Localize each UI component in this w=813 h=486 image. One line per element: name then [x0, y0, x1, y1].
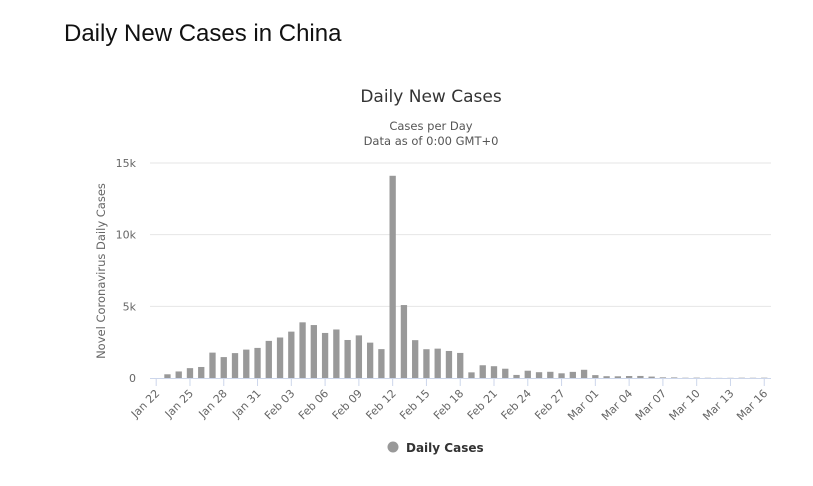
bar[interactable] [299, 322, 306, 378]
bar[interactable] [648, 376, 655, 378]
bar[interactable] [558, 373, 565, 378]
x-tick-label: Mar 01 [565, 387, 601, 423]
x-tick-label: Feb 03 [262, 387, 297, 422]
x-tick-label: Mar 13 [700, 387, 736, 423]
bar[interactable] [524, 370, 531, 378]
bar[interactable] [164, 374, 171, 378]
x-tick-label: Feb 06 [296, 387, 331, 422]
x-tick-label: Jan 31 [229, 387, 263, 421]
bar[interactable] [175, 371, 182, 378]
bar[interactable] [457, 352, 464, 378]
bar[interactable] [378, 349, 385, 378]
bar[interactable] [333, 329, 340, 378]
bar[interactable] [389, 175, 396, 378]
legend[interactable]: Daily Cases [387, 441, 484, 455]
bar[interactable] [637, 375, 644, 378]
bar[interactable] [468, 372, 475, 378]
x-tick-label: Jan 22 [128, 387, 162, 421]
x-tick-label: Feb 18 [431, 387, 466, 422]
chart-subtitle-line: Data as of 0:00 GMT+0 [364, 134, 499, 148]
x-tick-label: Feb 27 [532, 387, 567, 422]
bar-series [164, 175, 768, 378]
bar[interactable] [400, 305, 408, 378]
x-tick-label: Feb 15 [397, 387, 432, 422]
bar[interactable] [479, 365, 486, 378]
bar[interactable] [434, 348, 441, 378]
bar[interactable] [412, 340, 419, 378]
page-heading: Daily New Cases in China [64, 20, 342, 47]
y-tick-label: 15k [116, 157, 137, 170]
grid [150, 162, 771, 307]
bar[interactable] [535, 372, 543, 378]
bar[interactable] [198, 366, 205, 378]
x-tick-label: Mar 07 [633, 387, 669, 423]
y-axis-label: Novel Coronavirus Daily Cases [94, 183, 108, 359]
bar[interactable] [276, 337, 284, 378]
bar[interactable] [569, 371, 576, 378]
bar[interactable] [580, 369, 588, 378]
x-tick-label: Mar 10 [667, 387, 703, 423]
bar[interactable] [513, 374, 520, 378]
bar[interactable] [625, 376, 633, 378]
x-tick-label: Jan 25 [162, 387, 196, 421]
x-tick-label: Mar 04 [599, 387, 635, 423]
chart-title: Daily New Cases [360, 87, 502, 107]
x-tick-label: Feb 09 [330, 387, 365, 422]
bar[interactable] [265, 340, 272, 378]
bar[interactable] [220, 357, 227, 378]
legend-label: Daily Cases [406, 441, 484, 455]
x-tick-label: Feb 12 [363, 387, 398, 422]
bar[interactable] [310, 325, 317, 378]
bar[interactable] [592, 375, 599, 378]
bar[interactable] [502, 368, 509, 378]
bar[interactable] [288, 331, 295, 378]
bar[interactable] [603, 376, 610, 378]
bar[interactable] [186, 368, 194, 378]
bar[interactable] [659, 377, 667, 378]
bar[interactable] [209, 352, 216, 378]
bar[interactable] [423, 349, 430, 378]
y-axis-ticks: 0 5k 10k 15k [116, 157, 137, 385]
x-tick-label: Feb 24 [499, 387, 534, 422]
x-tick-label: Feb 21 [465, 387, 500, 422]
bar[interactable] [490, 366, 498, 378]
y-tick-label: 5k [123, 300, 137, 313]
x-tick-label: Jan 28 [196, 387, 230, 421]
bar[interactable] [614, 376, 622, 378]
bar[interactable] [366, 342, 374, 378]
bar[interactable] [254, 347, 261, 378]
bar[interactable] [547, 371, 554, 378]
legend-marker-icon [387, 441, 399, 453]
y-tick-label: 10k [116, 229, 137, 242]
bar[interactable] [671, 377, 678, 378]
bar[interactable] [445, 350, 453, 378]
bar[interactable] [321, 332, 329, 378]
chart-subtitle-line: Cases per Day [389, 119, 472, 133]
bar[interactable] [231, 353, 239, 378]
bar[interactable] [243, 349, 250, 378]
y-tick-label: 0 [129, 372, 136, 385]
x-tick-label: Mar 16 [734, 387, 770, 423]
bar[interactable] [344, 339, 351, 378]
bar[interactable] [355, 335, 363, 378]
